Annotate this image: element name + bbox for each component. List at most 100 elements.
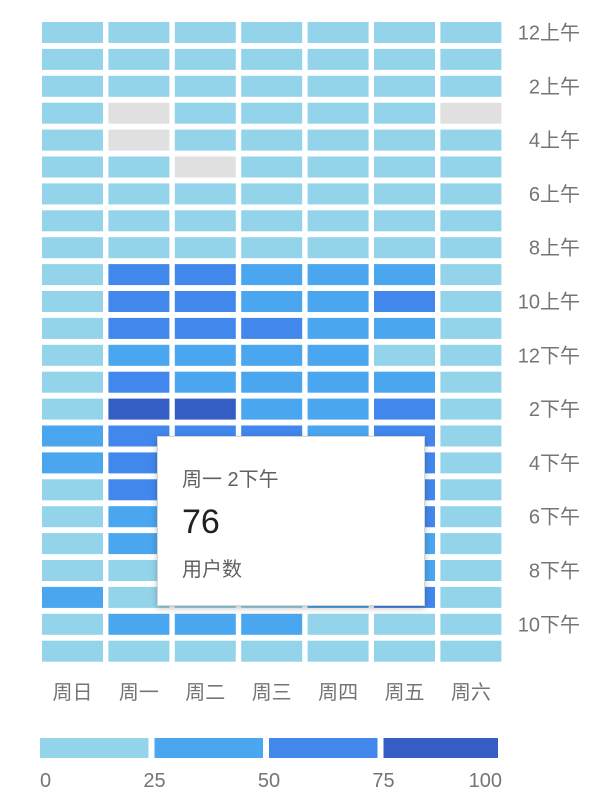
heatmap-cell [307,640,369,662]
heatmap-cell [440,560,502,581]
heatmap-cell [440,506,502,528]
day-label: 周三 [252,682,292,704]
heatmap-cell [42,344,103,366]
heatmap-cell [241,317,303,339]
legend-tick-label: 25 [143,770,165,792]
heatmap-cell [241,264,303,286]
heatmap-cell [307,75,369,97]
heatmap-cell [174,183,236,205]
day-label: 周二 [185,682,225,704]
hour-label: 6下午 [529,506,580,529]
heatmap-cell [440,586,502,608]
day-label: 周一 [119,682,159,704]
heatmap-cell [108,75,170,97]
heatmap-cell [42,48,103,70]
heatmap-cell [307,398,369,420]
heatmap-cell [241,640,303,662]
heatmap-cell [42,371,103,393]
heatmap-cell [174,75,236,97]
heatmap-cell [42,210,103,232]
heatmap-cell [174,344,236,366]
heatmap-cell [307,317,369,339]
heatmap-cell [108,291,170,312]
legend-swatch [269,738,378,758]
heatmap-cell [42,102,103,124]
day-label: 周四 [318,682,358,704]
heatmap-cell [108,533,170,555]
heatmap-cell [307,156,369,178]
heatmap-cell [174,22,236,43]
hour-label: 10下午 [518,613,580,636]
heatmap-cell [440,264,502,286]
heatmap-cell [307,237,369,259]
heatmap-cell [108,48,170,70]
heatmap-cell [108,344,170,366]
heatmap-cell [374,344,435,366]
heatmap-cell [42,479,103,501]
heatmap-cell [174,264,236,286]
heatmap-cell [307,48,369,70]
heatmap-cell [440,22,502,43]
heatmap-cell [374,48,435,70]
heatmap-cell [241,291,303,312]
heatmap-cell [440,452,502,474]
heatmap-cell [108,183,170,205]
heatmap-cell [307,210,369,232]
heatmap-cell [108,398,170,420]
heatmap-cell [42,75,103,97]
heatmap-cell [108,506,170,528]
heatmap-cell [42,156,103,178]
heatmap-cell [241,344,303,366]
heatmap-cell [374,210,435,232]
heatmap-cell [174,156,236,178]
heatmap-cell [374,398,435,420]
heatmap-cell [42,291,103,312]
hour-label: 2下午 [529,398,580,421]
heatmap-cell [108,102,170,124]
heatmap-cell [307,344,369,366]
heatmap-cell [241,371,303,393]
heatmap-cell [42,398,103,420]
heatmap-cell [174,371,236,393]
heatmap-cell [241,48,303,70]
heatmap-cell [374,640,435,662]
heatmap-cell [42,640,103,662]
heatmap-cell [307,291,369,312]
heatmap-cell [108,371,170,393]
heatmap-cell [307,183,369,205]
heatmap-cell [42,183,103,205]
heatmap-cell [241,22,303,43]
heatmap-cell [440,344,502,366]
heatmap-cell [440,156,502,178]
heatmap-cell [108,479,170,501]
heatmap-cell [440,613,502,635]
heatmap-cell [440,237,502,259]
heatmap-cell [241,129,303,151]
heatmap-cell [42,264,103,286]
heatmap-cell [174,398,236,420]
hour-label: 8上午 [529,237,580,260]
tooltip-value: 76 [182,503,220,541]
day-label: 周五 [385,682,425,704]
legend-tick-label: 50 [258,770,280,792]
heatmap-cell [440,129,502,151]
heatmap-cell [42,452,103,474]
legend-swatch [154,738,263,758]
heatmap-cell [440,291,502,312]
heatmap-cell [174,640,236,662]
heatmap-cell [174,291,236,312]
heatmap-cell [307,22,369,43]
hour-label: 2上午 [529,75,580,98]
heatmap-cell [374,237,435,259]
heatmap-cell [440,75,502,97]
heatmap-cell [241,183,303,205]
heatmap-cell [374,156,435,178]
heatmap-cell [174,237,236,259]
heatmap-cell [108,237,170,259]
legend-swatch [383,738,498,758]
heatmap-cell [374,102,435,124]
legend-swatch [40,738,149,758]
heatmap-cell [174,48,236,70]
heatmap-cell [42,613,103,635]
